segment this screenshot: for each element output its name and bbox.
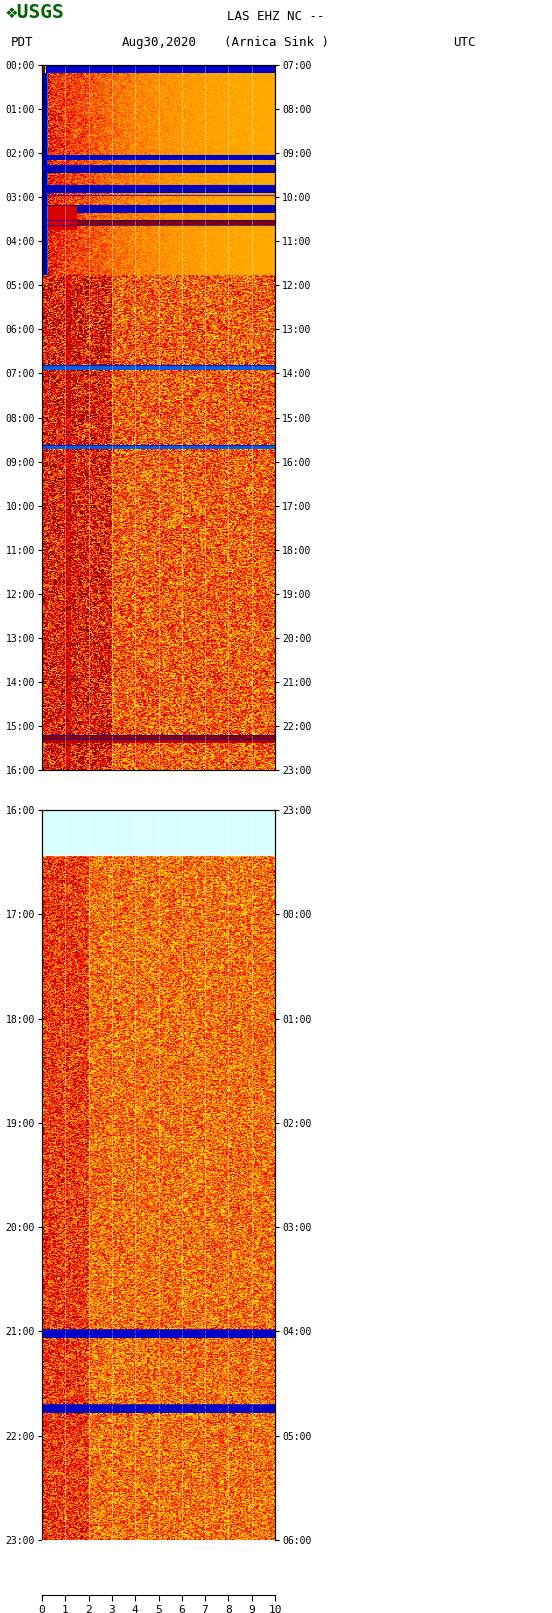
Text: UTC: UTC	[453, 35, 475, 48]
Text: PDT: PDT	[11, 35, 34, 48]
Text: LAS EHZ NC --: LAS EHZ NC --	[227, 10, 325, 23]
Text: ❖USGS: ❖USGS	[6, 3, 64, 23]
Bar	[42, 810, 275, 855]
Text: Aug30,2020: Aug30,2020	[121, 35, 197, 48]
Text: (Arnica Sink ): (Arnica Sink )	[224, 35, 328, 48]
